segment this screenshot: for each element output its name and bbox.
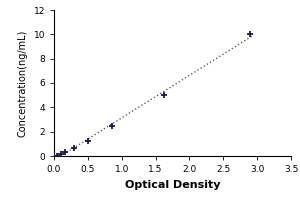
X-axis label: Optical Density: Optical Density (125, 180, 220, 190)
Y-axis label: Concentration(ng/mL): Concentration(ng/mL) (18, 29, 28, 137)
